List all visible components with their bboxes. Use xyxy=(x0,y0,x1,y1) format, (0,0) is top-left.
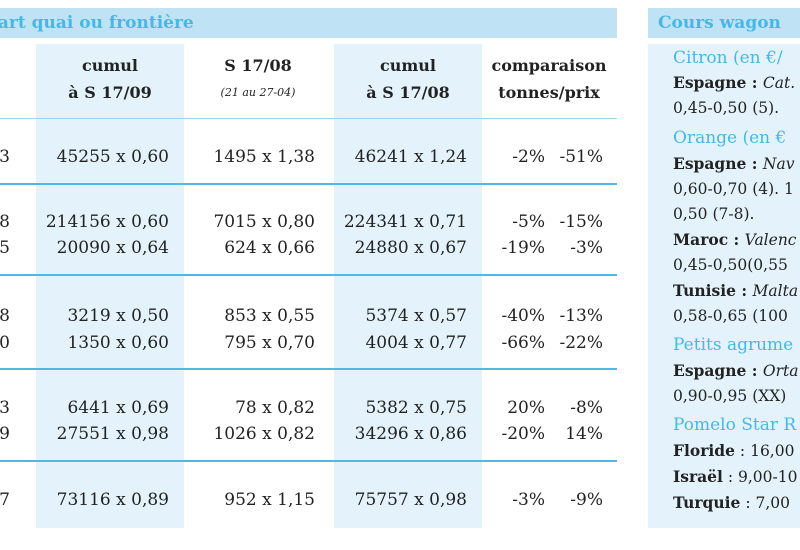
group-divider xyxy=(0,368,617,370)
column-header-s17-08: S 17/08 (21 au 27-04) xyxy=(220,56,296,99)
price-line: 0,50 (7-8). xyxy=(673,205,755,223)
price-line: Tunisie : Malta xyxy=(673,281,799,300)
column-header-cumul-08: cumul à S 17/08 xyxy=(366,56,450,102)
column-shade-cumul-09 xyxy=(36,44,184,528)
table-header-bar: part quai ou frontière xyxy=(0,8,617,38)
price-line: Espagne : Cat. xyxy=(673,73,796,92)
category-pomelo: Pomelo Star R xyxy=(673,415,797,435)
group-divider xyxy=(0,460,617,462)
panel-header: Cours wagon xyxy=(648,8,800,38)
panel-body: Citron (en €/ Espagne : Cat. 0,45-0,50 (… xyxy=(648,44,800,528)
column-header-comparaison: comparaison tonnes/prix xyxy=(491,56,607,102)
price-line: 0,45-0,50 (5). xyxy=(673,99,780,117)
price-line: 0,90-0,95 (XX) xyxy=(673,387,787,405)
category-orange: Orange (en € xyxy=(673,128,787,148)
price-line: 0,60-0,70 (4). 1 xyxy=(673,180,794,198)
group-divider xyxy=(0,274,617,276)
panel-title: Cours wagon xyxy=(658,13,781,33)
price-line: 0,58-0,65 (100 xyxy=(673,307,788,325)
price-line: Maroc : Valenc xyxy=(673,230,797,249)
price-line: Israël : 9,00-10 xyxy=(673,467,798,486)
category-citron: Citron (en €/ xyxy=(673,48,783,68)
table-title: part quai ou frontière xyxy=(0,13,194,33)
price-line: Floride : 16,00 xyxy=(673,441,795,460)
category-petits-agrumes: Petits agrume xyxy=(673,335,794,355)
header-divider xyxy=(0,118,617,119)
price-line: Espagne : Orta xyxy=(673,361,799,380)
price-line: Turquie : 7,00 xyxy=(673,493,790,512)
column-header-0: 0 xyxy=(0,52,10,79)
price-table: part quai ou frontière 0 cumul à S 17/09… xyxy=(0,8,617,528)
group-divider xyxy=(0,183,617,185)
cours-wagon-panel: Cours wagon Citron (en €/ Espagne : Cat.… xyxy=(648,0,800,550)
price-line: Espagne : Nav xyxy=(673,154,795,173)
column-shade-cumul-08 xyxy=(334,44,482,528)
column-header-cumul-09: cumul à S 17/09 xyxy=(68,56,152,102)
price-line: 0,45-0,50(0,55 xyxy=(673,256,788,274)
